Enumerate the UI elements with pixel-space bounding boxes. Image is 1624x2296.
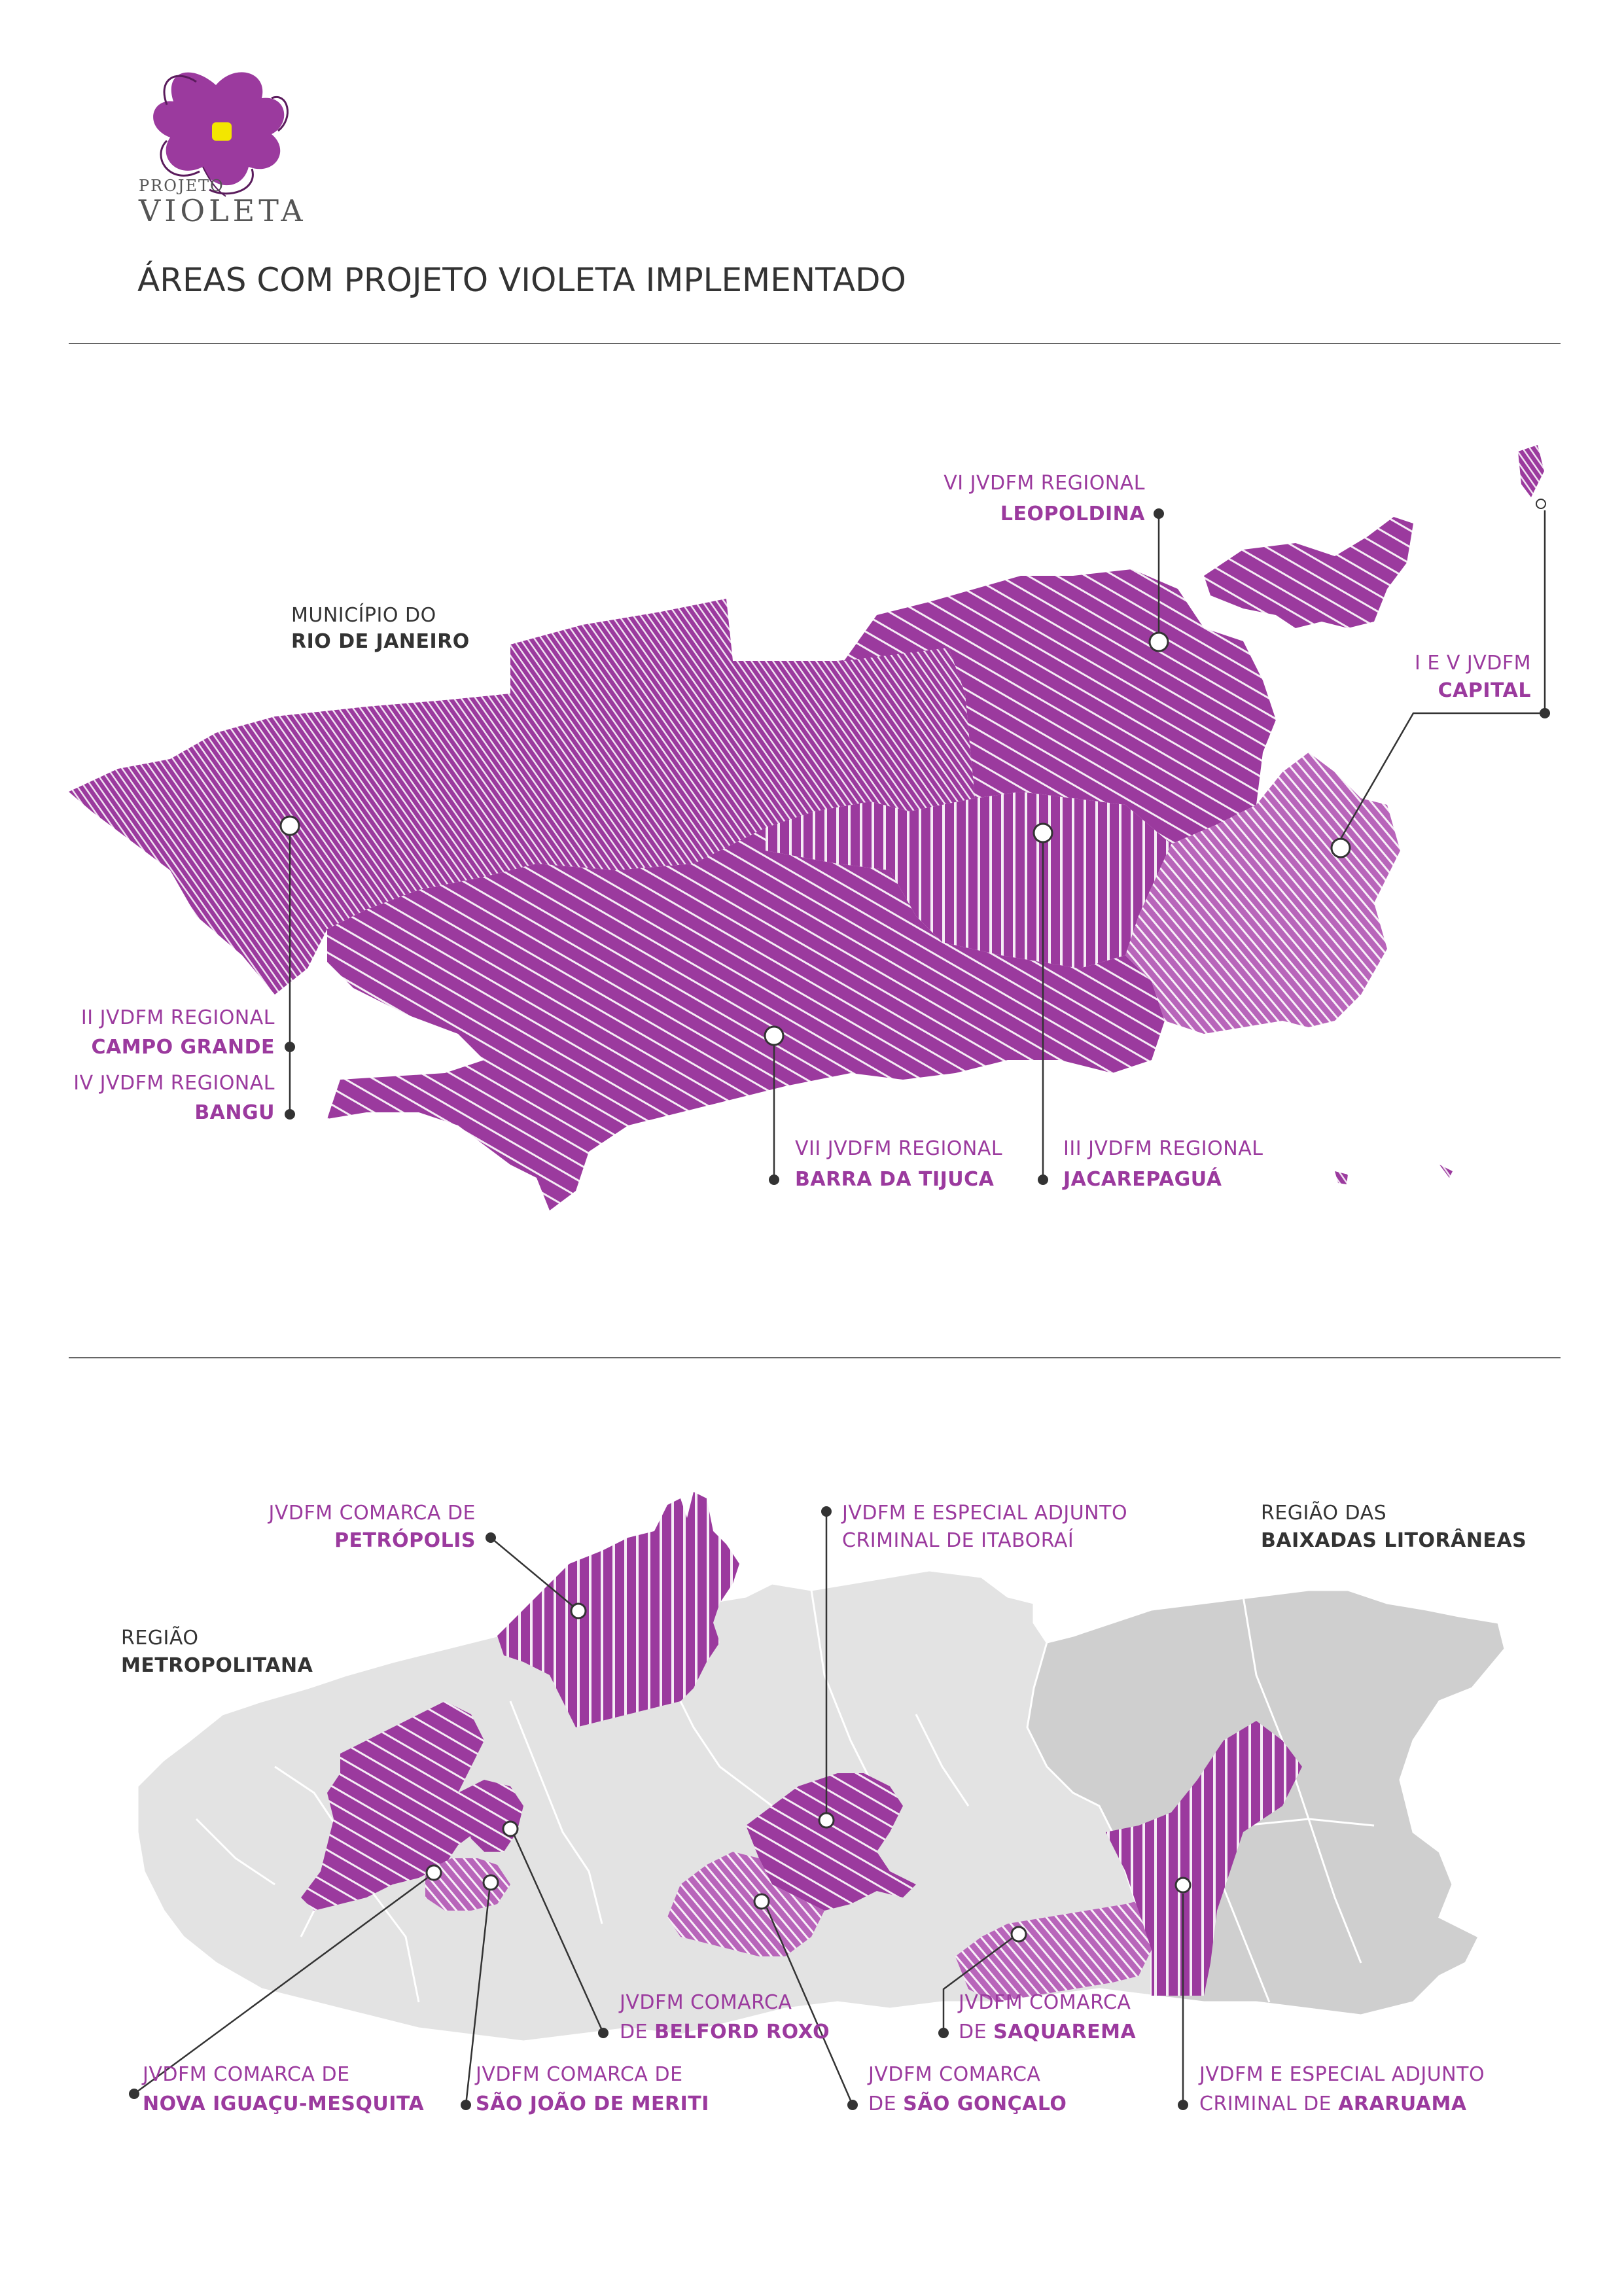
marker-campo-grande bbox=[279, 815, 300, 836]
label-araruama-line2: CRIMINAL DE ARARUAMA bbox=[1199, 2093, 1467, 2115]
region-paqueta bbox=[1518, 445, 1544, 497]
regiao-metropolitana-line1: REGIÃO bbox=[121, 1626, 199, 1650]
map2-label-dots bbox=[129, 1506, 1188, 2110]
label-itaborai-line2: CRIMINAL DE ITABORAÍ bbox=[842, 1528, 1074, 1552]
rio-municipality-map: MUNICÍPIO DO RIO DE JANEIRO VI JVDFM REG… bbox=[69, 445, 1550, 1210]
region-ilha-governador bbox=[1204, 517, 1413, 628]
label-sao-joao-line2: SÃO JOÃO DE MERITI bbox=[476, 2091, 709, 2115]
label-belford-roxo-line2: DE BELFORD ROXO bbox=[620, 2021, 830, 2043]
label-petropolis-line2: PETRÓPOLIS bbox=[334, 1528, 476, 1552]
label-petropolis-line1: JVDFM COMARCA DE bbox=[267, 1502, 476, 1525]
region-petropolis bbox=[497, 1492, 739, 1727]
label-saquarema-line1: JVDFM COMARCA bbox=[957, 1991, 1131, 2014]
label-capital-line2: CAPITAL bbox=[1438, 679, 1531, 702]
label-jacarepagua-line1: III JVDFM REGIONAL bbox=[1063, 1137, 1263, 1160]
label-saquarema-line2: DE SAQUAREMA bbox=[959, 2021, 1137, 2043]
marker-saquarema bbox=[1010, 1926, 1027, 1943]
label-itaborai-line1: JVDFM E ESPECIAL ADJUNTO bbox=[841, 1502, 1127, 1525]
paqueta-marker bbox=[1536, 499, 1546, 509]
marker-sao-goncalo bbox=[753, 1893, 770, 1910]
label-nova-iguacu-line1: JVDFM COMARCA DE bbox=[141, 2063, 350, 2086]
marker-araruama bbox=[1174, 1877, 1192, 1894]
region-capital bbox=[1125, 752, 1400, 1034]
marker-barra bbox=[764, 1025, 785, 1046]
label-barra-line2: BARRA DA TIJUCA bbox=[795, 1168, 995, 1191]
region-island-small bbox=[1335, 1171, 1348, 1184]
region-island-small2 bbox=[1439, 1165, 1453, 1178]
map2-leader-lines bbox=[133, 1511, 1184, 2106]
region-west-zone bbox=[69, 599, 975, 995]
label-nova-iguacu-line2: NOVA IGUAÇU-MESQUITA bbox=[143, 2093, 425, 2115]
marker-itaborai bbox=[818, 1812, 835, 1829]
regiao-baixadas-line1: REGIÃO DAS bbox=[1261, 1501, 1386, 1525]
label-araruama-line1: JVDFM E ESPECIAL ADJUNTO bbox=[1198, 2063, 1485, 2086]
violet-flower-icon bbox=[153, 72, 289, 197]
marker-jacarepagua bbox=[1033, 822, 1053, 843]
logo: PROJETO VIOLETA bbox=[138, 72, 307, 228]
marker-sao-joao bbox=[482, 1874, 499, 1891]
label-sao-goncalo-line2: DE SÃO GONÇALO bbox=[868, 2091, 1067, 2115]
marker-nova-iguacu bbox=[425, 1864, 442, 1881]
label-leopoldina-line2: LEOPOLDINA bbox=[1000, 503, 1145, 525]
state-regions-map: REGIÃO METROPOLITANA REGIÃO DAS BAIXADAS… bbox=[121, 1492, 1527, 2115]
label-jacarepagua-line2: JACAREPAGUÁ bbox=[1062, 1167, 1222, 1191]
municipio-line2: RIO DE JANEIRO bbox=[291, 630, 470, 653]
label-leopoldina-line1: VI JVDFM REGIONAL bbox=[944, 472, 1145, 495]
label-belford-roxo-line1: JVDFM COMARCA bbox=[618, 1991, 792, 2014]
marker-leopoldina bbox=[1148, 631, 1169, 652]
marker-capital bbox=[1330, 838, 1351, 858]
region-itaborai bbox=[746, 1773, 916, 1911]
region-saquarema bbox=[955, 1898, 1152, 2002]
label-barra-line1: VII JVDFM REGIONAL bbox=[795, 1137, 1002, 1160]
region-barra-coast bbox=[327, 828, 1165, 1210]
regiao-baixadas-line2: BAIXADAS LITORÂNEAS bbox=[1261, 1528, 1527, 1552]
map1-leader-lines bbox=[289, 510, 1546, 1180]
logo-line2: VIOLETA bbox=[138, 193, 307, 228]
region-nova-iguacu bbox=[301, 1701, 484, 1911]
map1-label-dots bbox=[285, 508, 1550, 1185]
marker-belford-roxo bbox=[502, 1820, 519, 1837]
municipio-line1: MUNICÍPIO DO bbox=[291, 603, 436, 627]
label-campo-grande-line1: II JVDFM REGIONAL bbox=[81, 1006, 275, 1029]
label-sao-goncalo-line1: JVDFM COMARCA bbox=[867, 2063, 1040, 2086]
region-sao-goncalo bbox=[667, 1852, 824, 1956]
page-title: ÁREAS COM PROJETO VIOLETA IMPLEMENTADO bbox=[137, 260, 906, 299]
logo-line1: PROJETO bbox=[139, 177, 224, 195]
region-jacarepagua bbox=[766, 792, 1171, 968]
label-bangu-line2: BANGU bbox=[194, 1101, 275, 1124]
marker-petropolis bbox=[570, 1602, 587, 1619]
regiao-metropolitana-line2: METROPOLITANA bbox=[121, 1654, 313, 1677]
label-sao-joao-line1: JVDFM COMARCA DE bbox=[474, 2063, 683, 2086]
label-capital-line1: I E V JVDFM bbox=[1415, 652, 1531, 675]
label-bangu-line1: IV JVDFM REGIONAL bbox=[73, 1072, 275, 1095]
label-campo-grande-line2: CAMPO GRANDE bbox=[92, 1036, 275, 1059]
map2-markers bbox=[425, 1602, 1192, 1943]
region-araruama bbox=[1106, 1721, 1302, 1996]
